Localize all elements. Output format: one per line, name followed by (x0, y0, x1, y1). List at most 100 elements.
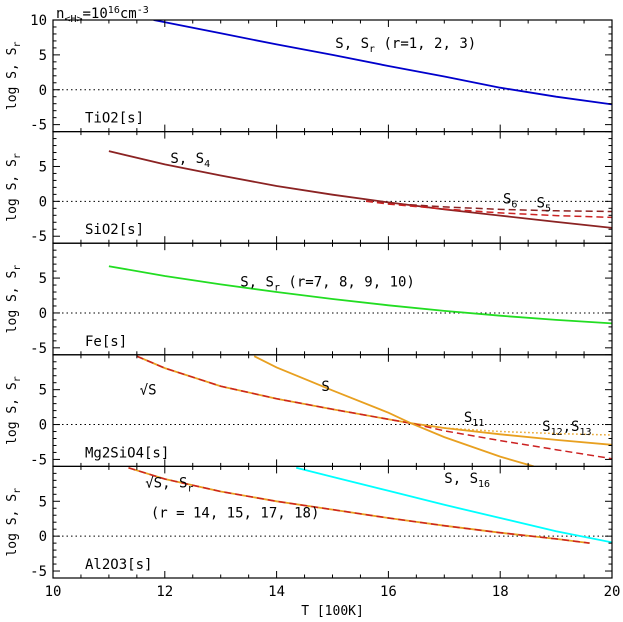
series-line (365, 200, 612, 219)
series-group (128, 466, 612, 544)
panel-label: Fe[s] (85, 334, 127, 350)
y-axis-label-sub: r (12, 265, 23, 271)
y-axis-label-main: log S, S (5, 271, 20, 334)
series-group (108, 150, 612, 229)
y-axis-label-main: log S, S (5, 382, 20, 445)
density-header-mid: =10 (83, 6, 108, 22)
x-axis-label: T [100K] (301, 604, 364, 619)
y-tick-label: 5 (39, 159, 47, 175)
annotation-subscript: 16 (478, 479, 490, 490)
panel-label: Al2O3[s] (85, 557, 152, 573)
annotation-text: S (542, 419, 550, 435)
series-group (153, 20, 612, 106)
y-axis-label: log S, Sr (5, 153, 23, 222)
x-tick-label: 14 (268, 584, 285, 600)
series-group (136, 355, 612, 467)
y-tick-label: 0 (39, 418, 47, 434)
curve-annotation: S12,S13 (542, 419, 591, 438)
series-line (108, 265, 612, 325)
x-tick-label: 12 (156, 584, 173, 600)
annotation-text: ,S (563, 419, 580, 435)
curve-annotation: S6 (503, 191, 517, 210)
y-tick-label: 0 (39, 83, 47, 99)
annotation-subscript: 5 (545, 204, 551, 215)
density-header-sup2: -3 (137, 5, 149, 16)
annotation-subscript: 13 (579, 427, 591, 438)
y-axis-label-main: log S, S (5, 494, 20, 557)
y-tick-label: 5 (39, 494, 47, 510)
y-tick-label: 5 (39, 48, 47, 64)
y-axis-label: log S, Sr (5, 376, 23, 445)
density-header: n<H>=1016cm-3 (56, 5, 149, 25)
annotation-text: √S, S (145, 475, 187, 491)
y-tick-label: -5 (30, 452, 47, 468)
series-group (108, 265, 612, 325)
annotation-subscript: 4 (204, 159, 210, 170)
curve-annotation: S, S4 (170, 151, 210, 170)
annotation-subscript: 11 (472, 418, 484, 429)
y-axis-label-sub: r (12, 488, 23, 494)
y-tick-label: -5 (30, 229, 47, 245)
annotation-subscript: r (274, 282, 280, 293)
curve-annotation: S, S16 (444, 471, 490, 490)
x-tick-label: 18 (492, 584, 509, 600)
series-line (153, 20, 612, 106)
annotation-text: (r = 14, 15, 17, 18) (151, 505, 320, 521)
curve-annotation: √S, Sr (145, 475, 193, 494)
x-tick-label: 10 (45, 584, 62, 600)
annotation-text: S (537, 196, 545, 212)
density-header-unit: cm (120, 6, 137, 22)
annotation-subscript: 6 (511, 199, 517, 210)
density-header-base: n (56, 6, 64, 22)
curve-annotation: S11 (464, 410, 484, 429)
annotation-text: S (503, 191, 511, 207)
y-tick-label: -5 (30, 564, 47, 580)
annotation-text: (r=7, 8, 9, 10) (280, 274, 415, 290)
series-line (444, 427, 612, 436)
series-line (295, 466, 612, 544)
curve-annotation: S (321, 379, 329, 395)
panel-label: Mg2SiO4[s] (85, 445, 169, 461)
y-tick-label: 0 (39, 194, 47, 210)
series-line (108, 150, 612, 229)
y-tick-label: -5 (30, 341, 47, 357)
annotation-text: S, S (444, 471, 478, 487)
y-axis-label-sub: r (12, 376, 23, 382)
curve-annotation: S, Sr (r=1, 2, 3) (335, 36, 476, 55)
curve-annotation: S5 (537, 196, 551, 215)
y-axis-label-sub: r (12, 153, 23, 159)
series-line (128, 467, 590, 544)
curve-annotation: √S (140, 383, 157, 399)
y-axis-label: log S, Sr (5, 488, 23, 557)
y-tick-label: 5 (39, 271, 47, 287)
y-axis-label-main: log S, S (5, 48, 20, 111)
annotation-subscript: r (187, 483, 193, 494)
curve-annotation: (r = 14, 15, 17, 18) (151, 505, 320, 521)
y-tick-label: -5 (30, 118, 47, 134)
curve-annotation: S, Sr (r=7, 8, 9, 10) (240, 274, 415, 293)
y-axis-label-sub: r (12, 41, 23, 47)
x-tick-label: 20 (604, 584, 621, 600)
y-tick-label: 0 (39, 529, 47, 545)
annotation-subscript: r (369, 44, 375, 55)
annotation-text: S (321, 379, 329, 395)
y-axis-label: log S, Sr (5, 41, 23, 110)
annotation-text: (r=1, 2, 3) (375, 36, 476, 52)
y-axis-label: log S, Sr (5, 265, 23, 334)
annotation-text: S, S (240, 274, 274, 290)
density-header-sup1: 16 (108, 5, 120, 16)
series-line (253, 355, 534, 467)
panel-label: SiO2[s] (85, 222, 144, 238)
y-tick-label: 0 (39, 306, 47, 322)
series-line (365, 200, 612, 213)
series-line (136, 355, 612, 446)
annotation-text: S, S (170, 151, 204, 167)
panel-label: TiO2[s] (85, 111, 144, 127)
